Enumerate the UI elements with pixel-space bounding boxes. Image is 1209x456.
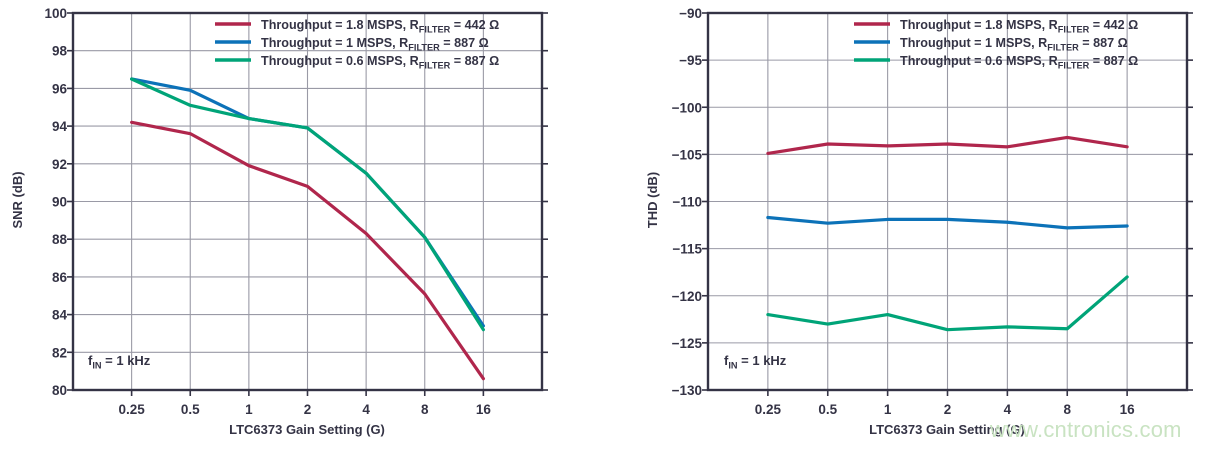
y-tick-label: 96 (52, 81, 68, 96)
legend-suffix: = 442 Ω (1089, 18, 1138, 32)
snr-chart-panel: 80 82 84 86 88 90 92 94 96 98 100 0.25 0.5 1 2 4 8 16 SNR … (0, 0, 604, 456)
legend-suffix: = 887 Ω (440, 36, 489, 50)
legend-subscript: FILTER (419, 25, 451, 35)
annotation-subscript: IN (728, 361, 738, 371)
y-tick-label: 86 (52, 270, 68, 285)
legend-prefix: Throughput = 1 MSPS, R (261, 36, 408, 50)
x-tick-label: 4 (1004, 402, 1012, 417)
legend-label-2: Throughput = 1 MSPS, RFILTER = 887 Ω (261, 36, 489, 53)
legend-subscript: FILTER (1058, 25, 1090, 35)
y-tick-label: −105 (672, 147, 703, 162)
legend-subscript: FILTER (419, 61, 451, 71)
x-tick-label: 2 (944, 402, 952, 417)
y-axis-title: SNR (dB) (10, 171, 25, 228)
y-tick-label: −120 (672, 289, 702, 304)
x-axis-title: LTC6373 Gain Setting (G) (869, 422, 1025, 437)
annotation-input-frequency: fIN = 1 kHz (724, 353, 787, 371)
x-tick-label: 1 (884, 402, 892, 417)
legend-suffix: = 887 Ω (450, 54, 499, 68)
y-tick-label: −90 (679, 6, 702, 21)
x-axis-title: LTC6373 Gain Setting (G) (229, 422, 385, 437)
x-tick-label: 2 (304, 402, 312, 417)
legend-subscript: FILTER (1058, 61, 1090, 71)
y-tick-label: 82 (52, 345, 67, 360)
y-tick-label: 84 (52, 308, 68, 323)
legend-suffix: = 887 Ω (1079, 36, 1128, 50)
y-tick-label: −115 (672, 242, 702, 257)
legend-label-1: Throughput = 1.8 MSPS, RFILTER = 442 Ω (900, 18, 1138, 35)
y-tick-label: −95 (679, 53, 702, 68)
x-tick-label: 0.5 (181, 402, 200, 417)
thd-chart-svg: −130 −125 −120 −115 −110 −105 −100 −95 −90 0.25 0.… (645, 6, 1193, 437)
x-tick-label: 0.5 (818, 402, 837, 417)
y-tick-label: 98 (52, 44, 68, 59)
x-tick-label: 4 (362, 402, 370, 417)
annotation-suffix: = 1 kHz (738, 353, 787, 368)
annotation-prefix: f (88, 353, 93, 368)
y-tick-label: 90 (52, 195, 67, 210)
y-tick-label: 94 (52, 119, 68, 134)
series-line-2 (766, 215, 1129, 230)
series-line-3 (766, 275, 1129, 332)
legend-prefix: Throughput = 1.8 MSPS, R (261, 18, 419, 32)
legend-subscript: FILTER (408, 43, 440, 53)
x-tick-label: 1 (245, 402, 253, 417)
y-tick-label: −100 (672, 100, 702, 115)
legend-label-3: Throughput = 0.6 MSPS, RFILTER = 887 Ω (900, 54, 1138, 71)
legend-label-2: Throughput = 1 MSPS, RFILTER = 887 Ω (900, 36, 1128, 53)
legend-prefix: Throughput = 0.6 MSPS, R (900, 54, 1058, 68)
x-tick-label: 8 (1063, 402, 1071, 417)
x-tick-label: 0.25 (755, 402, 782, 417)
annotation-subscript: IN (92, 361, 102, 371)
y-tick-label: 80 (52, 383, 67, 398)
series-line-1 (766, 135, 1129, 156)
thd-chart-panel: −130 −125 −120 −115 −110 −105 −100 −95 −90 0.25 0.… (604, 0, 1208, 456)
legend-label-3: Throughput = 0.6 MSPS, RFILTER = 887 Ω (261, 54, 499, 71)
y-tick-label: −125 (672, 336, 703, 351)
legend-prefix: Throughput = 0.6 MSPS, R (261, 54, 419, 68)
y-tick-label: −110 (672, 195, 702, 210)
x-tick-label: 16 (1120, 402, 1136, 417)
annotation-input-frequency: fIN = 1 kHz (88, 353, 151, 371)
y-tick-label: 92 (52, 157, 67, 172)
snr-chart-svg: 80 82 84 86 88 90 92 94 96 98 100 0.25 0.5 1 2 4 8 16 SNR … (10, 6, 548, 437)
annotation-suffix: = 1 kHz (102, 353, 151, 368)
y-tick-label: −130 (672, 383, 702, 398)
legend-suffix: = 442 Ω (450, 18, 499, 32)
legend-subscript: FILTER (1047, 43, 1079, 53)
annotation-prefix: f (724, 353, 729, 368)
y-tick-label: 100 (44, 6, 67, 21)
x-tick-label: 16 (476, 402, 492, 417)
legend: Throughput = 1.8 MSPS, RFILTER = 442 ΩTh… (854, 18, 1138, 71)
x-tick-label: 8 (421, 402, 429, 417)
y-tick-label: 88 (52, 232, 68, 247)
legend-suffix: = 887 Ω (1089, 54, 1138, 68)
y-axis-title: THD (dB) (645, 172, 660, 228)
legend-prefix: Throughput = 1.8 MSPS, R (900, 18, 1058, 32)
x-tick-label: 0.25 (118, 402, 145, 417)
legend-prefix: Throughput = 1 MSPS, R (900, 36, 1047, 50)
legend-label-1: Throughput = 1.8 MSPS, RFILTER = 442 Ω (261, 18, 499, 35)
series-line-1 (130, 120, 485, 381)
legend: Throughput = 1.8 MSPS, RFILTER = 442 ΩTh… (215, 18, 499, 71)
series-line-3 (130, 77, 485, 332)
